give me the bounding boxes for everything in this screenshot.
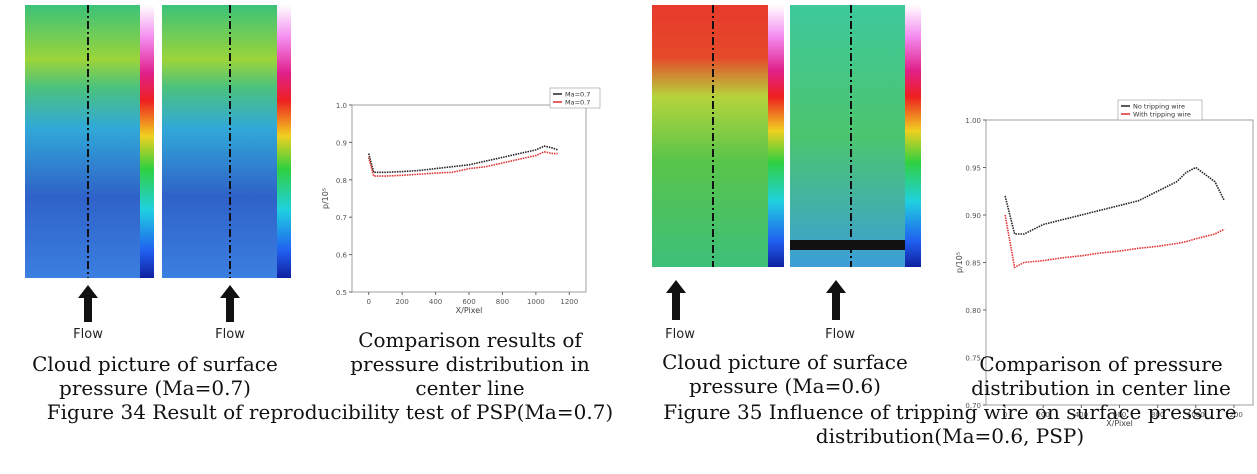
- legend-label: With tripping wire: [1133, 111, 1191, 119]
- x-tick-label: 800: [496, 298, 509, 306]
- flow-label: Flow: [215, 327, 245, 342]
- y-tick-label: 0.85: [965, 260, 981, 268]
- x-tick-label: 1200: [1225, 411, 1243, 419]
- cloud-image: [652, 5, 768, 267]
- cloud-image: [162, 5, 277, 278]
- flow-arrow: [78, 285, 98, 322]
- y-tick-label: 0.80: [965, 307, 981, 315]
- x-tick-label: 1200: [560, 298, 578, 306]
- series-line: [1004, 166, 1226, 235]
- y-tick-label: 0.6: [336, 252, 348, 260]
- y-tick-label: 0.7: [336, 214, 347, 222]
- y-tick-label: 0.95: [965, 165, 981, 173]
- flow-arrow: [826, 280, 846, 320]
- x-tick-label: 1000: [1187, 411, 1205, 419]
- x-tick-label: 600: [1113, 411, 1126, 419]
- x-tick-label: 200: [395, 298, 408, 306]
- color-bar: [277, 5, 291, 278]
- figure-caption: Figure 35 Influence of tripping wire on …: [663, 400, 1237, 448]
- x-tick-label: 400: [429, 298, 442, 306]
- legend-label: Ma=0.7: [565, 99, 590, 107]
- color-bar: [905, 5, 921, 267]
- x-axis-label: X/Pixel: [1106, 419, 1133, 428]
- legend-box: [549, 87, 601, 109]
- y-axis-label: p/10⁵: [955, 252, 964, 273]
- cloud-images-34: [25, 5, 291, 322]
- flow-arrow: [220, 285, 240, 322]
- x-tick-label: 200: [1037, 411, 1050, 419]
- y-tick-label: 0.5: [336, 289, 347, 297]
- x-tick-label: 0: [1003, 411, 1007, 419]
- figure-caption: Figure 34 Result of reproducibility test…: [46, 400, 614, 424]
- x-tick-label: 1000: [527, 298, 545, 306]
- x-axis-label: X/Pixel: [456, 306, 483, 315]
- flow-arrow: [666, 280, 686, 320]
- legend-box: [1117, 99, 1203, 121]
- color-bar: [140, 5, 154, 278]
- legend-label: No tripping wire: [1133, 103, 1185, 111]
- cloud-images-35: [652, 5, 921, 320]
- y-tick-label: 1.00: [965, 117, 981, 125]
- flow-label: Flow: [665, 327, 695, 342]
- y-tick-label: 0.9: [336, 139, 347, 147]
- plot-frame: [351, 104, 587, 293]
- color-bar: [768, 5, 784, 267]
- series-line: [1004, 214, 1225, 269]
- y-tick-label: 1.0: [336, 102, 347, 110]
- image-caption: Cloud picture of surface pressure (Ma=0.…: [32, 352, 278, 400]
- series-line: [367, 145, 558, 174]
- flow-label: Flow: [73, 327, 103, 342]
- image-caption: Cloud picture of surface pressure (Ma=0.…: [662, 350, 908, 398]
- chart-caption: Comparison results of pressure distribut…: [350, 328, 590, 400]
- y-tick-label: 0.70: [965, 402, 981, 410]
- cloud-image: [790, 5, 905, 267]
- x-tick-label: 800: [1151, 411, 1164, 419]
- x-tick-label: 400: [1075, 411, 1088, 419]
- y-tick-label: 0.8: [336, 177, 347, 185]
- legend-label: Ma=0.7: [565, 91, 590, 99]
- y-tick-label: 0.75: [965, 355, 981, 363]
- cloud-image: [25, 5, 140, 278]
- series-line: [367, 150, 558, 177]
- x-tick-label: 600: [462, 298, 475, 306]
- x-tick-label: 0: [366, 298, 370, 306]
- tripping-wire: [790, 240, 905, 250]
- y-tick-label: 0.90: [965, 212, 981, 220]
- y-axis-label: p/10⁵: [321, 188, 330, 209]
- chart-caption: Comparison of pressure distribution in c…: [971, 352, 1231, 400]
- flow-label: Flow: [825, 327, 855, 342]
